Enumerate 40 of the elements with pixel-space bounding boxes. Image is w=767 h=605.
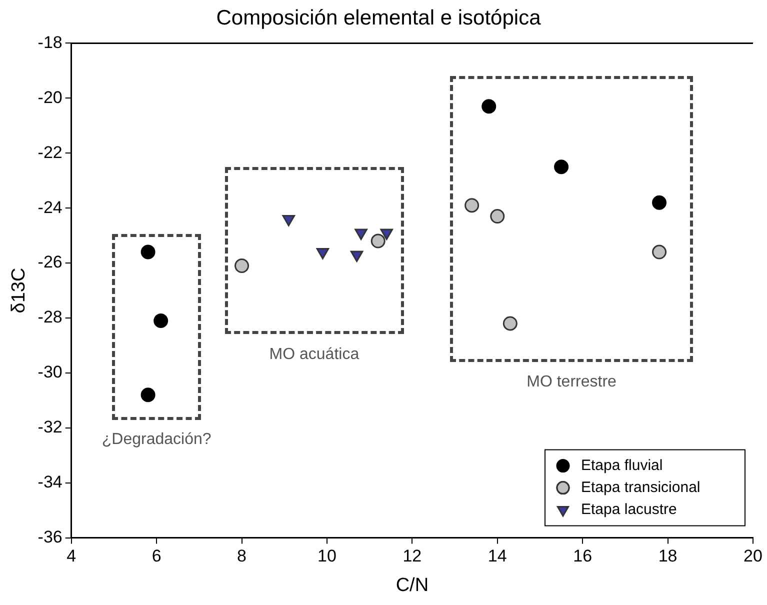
x-tick-label: 12 [402, 546, 422, 566]
x-tick-label: 14 [488, 546, 507, 566]
chart-title: Composición elemental e isotópica [216, 6, 542, 30]
x-tick-label: 20 [744, 546, 762, 566]
x-tick-label: 4 [66, 546, 76, 566]
y-tick-label: -26 [38, 252, 62, 272]
x-tick-label: 10 [318, 546, 336, 566]
point [140, 244, 156, 260]
x-tick-label: 8 [237, 546, 247, 566]
point [234, 258, 250, 274]
y-tick-label: -20 [38, 88, 62, 107]
y-tick-label: -28 [38, 308, 62, 327]
legend-label: Etapa transicional [581, 478, 700, 496]
point [464, 198, 480, 213]
point [154, 313, 168, 328]
point [482, 99, 496, 114]
x-tick-label: 6 [152, 546, 162, 566]
x-axis-title: C/N [396, 574, 429, 596]
point [652, 195, 667, 210]
annotation: MO terrestre [526, 373, 617, 390]
y-tick-label: -18 [38, 32, 62, 52]
y-tick-label: -32 [38, 418, 62, 437]
x-tick-label: 16 [573, 546, 592, 566]
point [140, 388, 156, 402]
y-tick-label: -36 [38, 527, 62, 546]
annotation: ¿Degradación? [102, 431, 212, 448]
point [370, 234, 386, 248]
point [652, 244, 667, 260]
y-tick-label: -34 [38, 472, 62, 492]
y-axis-title: δ13C [8, 268, 30, 314]
annotation: MO acuática [269, 346, 360, 363]
point [554, 160, 569, 174]
point [490, 209, 505, 224]
y-tick-label: -30 [38, 362, 62, 382]
x-tick-label: 18 [658, 546, 678, 566]
y-tick-label: -24 [38, 198, 62, 217]
y-tick-label: -22 [38, 142, 62, 162]
legend-label: Etapa lacustre [581, 500, 677, 518]
point [502, 316, 518, 331]
legend-label: Etapa fluvial [581, 456, 663, 474]
